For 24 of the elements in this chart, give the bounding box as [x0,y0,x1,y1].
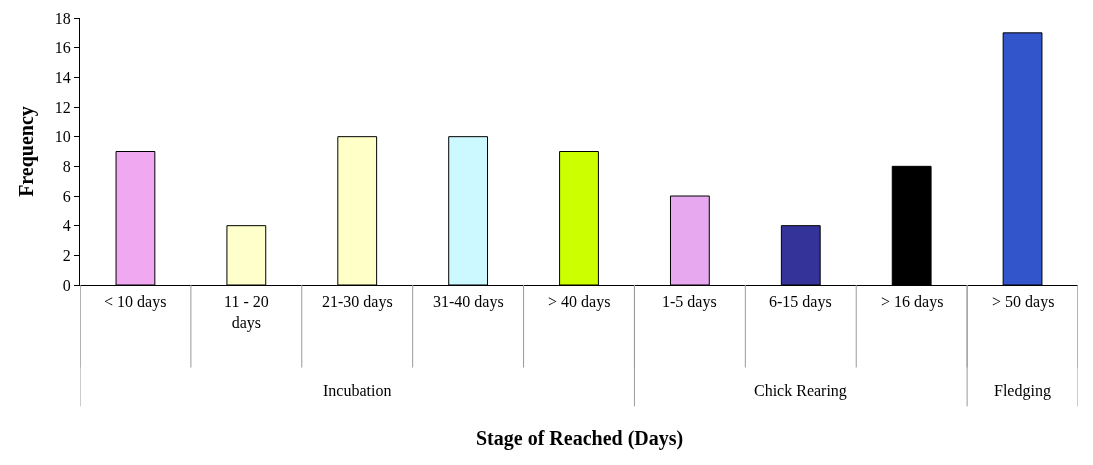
x-tick-label: > 16 days [881,293,944,311]
y-tick-label: 18 [54,9,71,27]
x-axis-title: Stage of Reached (Days) [476,427,684,450]
y-tick-label: 4 [62,217,71,235]
x-tick-label: 6-15 days [769,293,832,311]
x-tick-label: 11 - 20 days [224,293,269,332]
x-tick-label: 21-30 days [322,293,393,311]
y-tick-label: 14 [54,68,71,86]
y-tick-label: 6 [62,187,71,205]
y-tick-label: 12 [54,98,71,116]
y-tick-label: 16 [54,39,71,57]
text: Fledging [994,382,1051,400]
y-tick-label: 8 [62,157,71,175]
x-tick-label: 1-5 days [662,293,717,311]
x-tick-label: > 40 days [548,293,611,311]
text: Chick Rearing [754,382,847,400]
y-tick-label: 2 [62,246,71,264]
text: Incubation [323,382,392,399]
x-tick-label: 31-40 days [433,293,504,311]
y-tick-label: 10 [54,128,71,146]
x-tick-label: < 10 days [104,293,167,311]
y-axis-title: Frequency [15,106,39,197]
y-tick-label: 0 [62,276,71,294]
x-tick-label: > 50 days [992,293,1055,311]
